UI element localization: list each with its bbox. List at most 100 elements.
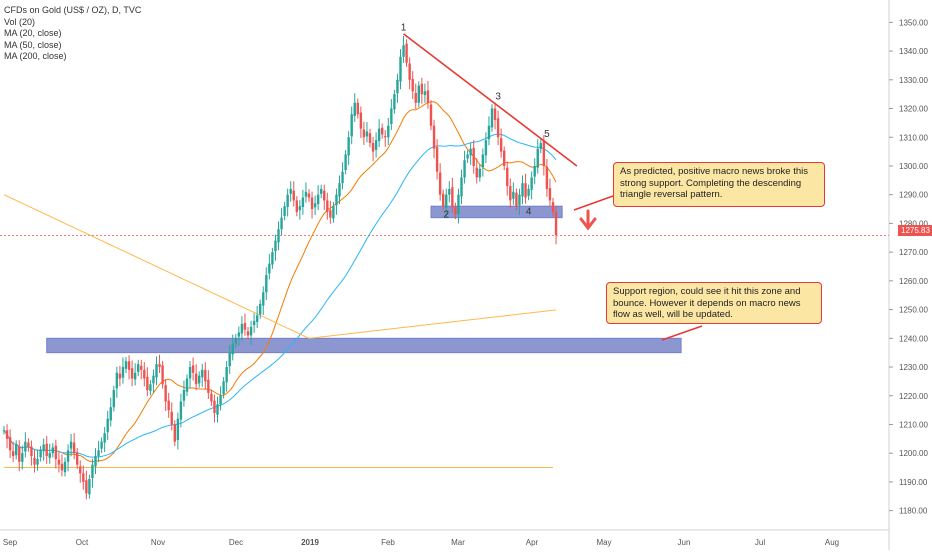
y-tick-label: 1340.00 [899, 47, 928, 56]
candle-body [487, 125, 491, 140]
candle-body [387, 125, 390, 138]
candle-body [91, 464, 94, 479]
y-tick-label: 1210.00 [899, 420, 928, 429]
candle-body [506, 167, 509, 187]
candle-body [137, 364, 140, 372]
candle-body [301, 197, 305, 208]
candle-body [194, 373, 198, 385]
candle-body [176, 418, 180, 440]
candle-body [396, 79, 399, 94]
legend-ma20: MA (20, close) [4, 28, 62, 38]
candle-body [255, 315, 259, 322]
candle-body [207, 379, 210, 393]
candle-body [536, 148, 539, 168]
note-bottom-pointer [661, 325, 703, 341]
candle-body [326, 200, 329, 212]
candle-body [499, 138, 503, 152]
candle-body [347, 137, 350, 156]
note-bottom[interactable]: Support region, could see it hit this zo… [606, 282, 822, 324]
candle-body [463, 160, 466, 178]
candle-body [21, 453, 24, 462]
candle-body [268, 263, 271, 274]
y-tick-label: 1310.00 [899, 133, 928, 142]
candle-body [414, 93, 417, 103]
candle-body [252, 321, 256, 326]
y-tick-label: 1290.00 [899, 191, 928, 200]
candle-body [121, 367, 125, 378]
candle-body [374, 140, 378, 150]
candle-body [112, 390, 115, 408]
candle-body [277, 229, 280, 243]
candle-body [353, 102, 356, 116]
x-tick-label: 2019 [301, 538, 319, 547]
candle-body [365, 131, 369, 137]
candle-body [243, 323, 247, 330]
candle-body [503, 150, 506, 166]
candle-body [442, 193, 445, 207]
candle-body [524, 183, 527, 198]
candle-body [469, 148, 472, 156]
x-tick-label: Nov [151, 538, 165, 547]
candle-body [356, 102, 359, 115]
candle-body [478, 168, 481, 178]
note-top-pointer [573, 195, 614, 211]
candle-body [54, 445, 58, 459]
chart-legend: CFDs on Gold (US$ / OZ), D, TVC Vol (20)… [4, 5, 141, 63]
candle-body [225, 367, 228, 383]
candle-body [36, 458, 39, 465]
candle-body [2, 430, 6, 432]
y-tick-label: 1270.00 [899, 248, 928, 257]
candle-body [182, 390, 186, 401]
candle-body [335, 194, 338, 206]
note-top[interactable]: As predicted, positive macro news broke … [613, 162, 825, 207]
candle-body [127, 361, 131, 370]
candle-body [179, 401, 183, 420]
candle-body [368, 133, 372, 143]
x-tick-label: Apr [526, 538, 539, 547]
candle-body [323, 190, 326, 201]
candle-body [103, 433, 106, 443]
legend-ma200: MA (200, close) [4, 51, 67, 61]
candle-body [234, 338, 237, 345]
candle-body [48, 453, 51, 458]
candle-body [118, 373, 122, 379]
candle-body [448, 188, 451, 195]
candle-body [228, 352, 231, 367]
candle-body [219, 395, 222, 405]
candle-body [271, 252, 274, 265]
candle-body [85, 480, 88, 494]
x-tick-label: Sep [3, 538, 18, 547]
candle-body [39, 450, 42, 458]
candle-body [429, 104, 433, 126]
candle-body [222, 381, 225, 395]
candle-body [512, 191, 515, 199]
y-tick-label: 1280.00 [899, 219, 928, 228]
candle-body [451, 187, 454, 207]
candle-body [509, 186, 512, 201]
candle-body [240, 323, 244, 334]
candle-body [475, 167, 478, 178]
wave-label-4: 4 [526, 207, 532, 218]
candle-body [295, 200, 298, 212]
candle-body [445, 194, 448, 208]
support-zone-1 [430, 205, 563, 219]
candle-body [66, 450, 70, 462]
y-tick-label: 1350.00 [899, 18, 928, 27]
y-tick-label: 1260.00 [899, 277, 928, 286]
candle-body [393, 94, 396, 110]
candle-body [332, 206, 335, 219]
candle-body [402, 45, 405, 57]
candle-body [79, 466, 82, 474]
candle-body [539, 142, 542, 149]
candle-body [466, 154, 469, 159]
candle-body [423, 91, 427, 96]
candle-body [5, 430, 9, 439]
candle-body [426, 90, 430, 103]
candle-body [527, 188, 530, 196]
candle-body [292, 190, 295, 201]
candle-body [265, 275, 268, 293]
candle-body [97, 450, 100, 457]
last-price-tag: 1275.83 [898, 225, 932, 236]
